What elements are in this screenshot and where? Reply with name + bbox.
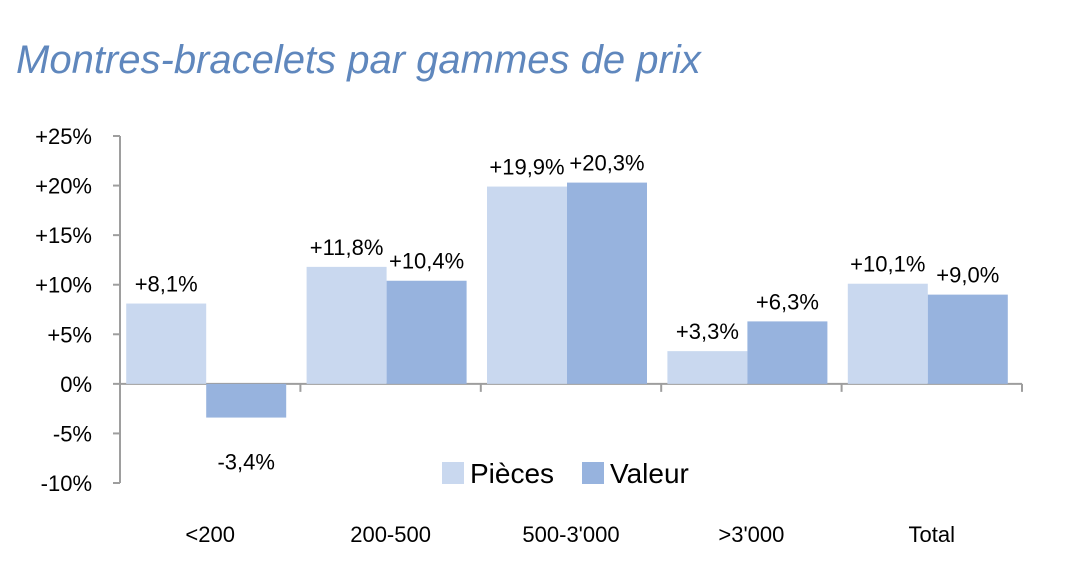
x-category-label: Total <box>909 522 955 547</box>
legend-label: Valeur <box>610 458 689 489</box>
bar-valeur <box>567 182 647 384</box>
y-tick-label: +15% <box>35 223 92 248</box>
chart-data-labels: +8,1% -3,4% +11,8%+10,4% +19,9% +20,3% +3,3% +… <box>135 151 1000 475</box>
y-tick-label: -10% <box>41 471 92 496</box>
bar-pieces <box>126 303 207 384</box>
data-label: +10,4% <box>389 249 464 274</box>
data-label: +10,1% <box>850 252 925 277</box>
chart-legend: Pièces Valeur <box>442 458 689 489</box>
x-category-label: 500-3'000 <box>522 522 619 547</box>
y-tick-label: -5% <box>53 421 92 446</box>
y-tick-label: +5% <box>47 322 92 347</box>
y-tick-label: 0% <box>60 372 92 397</box>
x-category-label: <200 <box>185 522 235 547</box>
bar-pieces <box>847 283 928 384</box>
legend-swatch <box>582 462 604 484</box>
bar-pieces <box>487 186 567 384</box>
legend-swatch <box>442 462 464 484</box>
data-label: -3,4% <box>217 450 274 475</box>
data-label: +6,3% <box>756 289 819 314</box>
y-tick-label: +20% <box>35 174 92 199</box>
bar-pieces <box>667 351 748 384</box>
data-label: +19,9% <box>489 155 564 180</box>
y-tick-label: +10% <box>35 273 92 298</box>
data-label: +3,3% <box>676 319 739 344</box>
bar-valeur <box>386 280 467 384</box>
data-label: +20,3% <box>569 151 644 176</box>
chart-bars <box>126 182 1008 418</box>
legend-label: Pièces <box>470 458 554 489</box>
bar-valeur <box>927 294 1008 384</box>
x-category-label: >3'000 <box>718 522 784 547</box>
bar-valeur <box>747 321 828 384</box>
data-label: +9,0% <box>936 263 999 288</box>
x-category-label: 200-500 <box>350 522 431 547</box>
bar-valeur <box>206 383 287 418</box>
bar-pieces <box>306 266 387 384</box>
data-label: +8,1% <box>135 272 198 297</box>
chart-title: Montres-bracelets par gammes de prix <box>16 38 701 82</box>
chart-axes: +25% +20% +15% +10% +5% 0% -5% -10% <200 200-500 5… <box>35 124 1023 547</box>
data-label: +11,8% <box>310 235 384 260</box>
y-tick-label: +25% <box>35 124 92 149</box>
